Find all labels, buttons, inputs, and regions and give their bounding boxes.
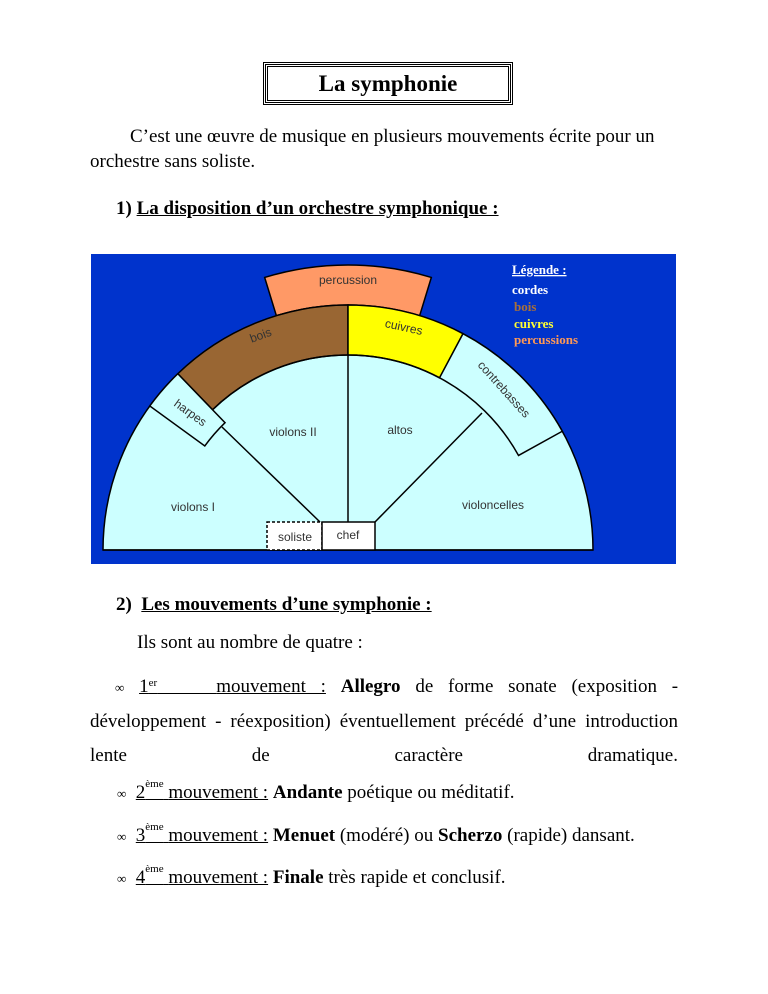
section-title: La disposition d’un orchestre symphoniqu… [136,198,499,219]
orchestra-diagram: percussion bois cuivres contrebasses har… [91,254,676,564]
harpes-section [148,372,227,448]
legend-title: Légende : [512,262,567,277]
movement-1: ∞ 1er mouvement : Allegro de forme sonat… [90,670,678,773]
label-violoncelles: violoncelles [462,498,524,512]
movement-tempo: Finale [272,867,324,888]
legend-item-cuivres: cuivres [514,316,553,331]
section-1-heading: 1) La disposition d’un orchestre symphon… [116,198,499,220]
movement-2: ∞ 2ème mouvement : Andante poétique ou m… [117,778,515,804]
movement-description: (rapide) dansant. [507,825,635,846]
movement-4: ∞ 4ème mouvement : Finale très rapide et… [117,863,506,889]
movement-tempo: Andante [272,782,343,803]
inner-arc [212,354,440,411]
bullet-icon: ∞ [117,871,127,886]
movement-tempo: Allegro [340,676,401,697]
movement-description: de forme sonate (exposition - développem… [90,676,679,766]
section-2-heading: 2) Les mouvements d’une symphonie : [116,594,432,616]
section-2-intro: Ils sont au nombre de quatre : [137,632,363,653]
movement-tempo-alt: Scherzo [438,825,503,846]
page-title: La symphonie [263,62,513,105]
legend-item-cordes: cordes [512,282,548,297]
bullet-icon: ∞ [117,786,127,801]
divider-violons [221,426,321,523]
chef-box [321,521,376,551]
contrebasses-section [438,332,564,457]
movement-description: (modéré) ou [339,825,434,846]
label-altos: altos [387,423,412,437]
soliste-box [266,521,323,551]
section-number: 2) [116,594,132,615]
intro-line-1: C’est une œuvre de musique en plusieurs … [130,126,655,147]
label-violons-1: violons I [171,500,215,514]
movement-number: 3ème mouvement : [135,821,269,846]
movement-3: ∞ 3ème mouvement : Menuet (modéré) ou Sc… [117,821,635,847]
label-chef: chef [337,528,360,542]
movement-number: 1er mouvement : [139,676,326,697]
label-violons-2: violons II [269,425,316,439]
label-soliste: soliste [278,530,312,544]
legend-item-percussions: percussions [514,332,578,347]
section-title: Les mouvements d’une symphonie : [141,594,432,615]
movement-number: 4ème mouvement : [135,863,269,888]
intro-line-2: orchestre sans soliste. [90,151,256,172]
bullet-icon: ∞ [117,829,127,844]
movement-number: 2ème mouvement : [135,778,269,803]
divider-altos [374,412,483,523]
legend-item-bois: bois [514,299,536,314]
movement-description: très rapide et conclusif. [328,867,506,888]
movement-tempo: Menuet [272,825,336,846]
movement-description: poétique ou méditatif. [347,782,515,803]
bullet-icon: ∞ [115,680,125,695]
section-number: 1) [116,198,132,219]
label-percussion: percussion [319,273,377,287]
